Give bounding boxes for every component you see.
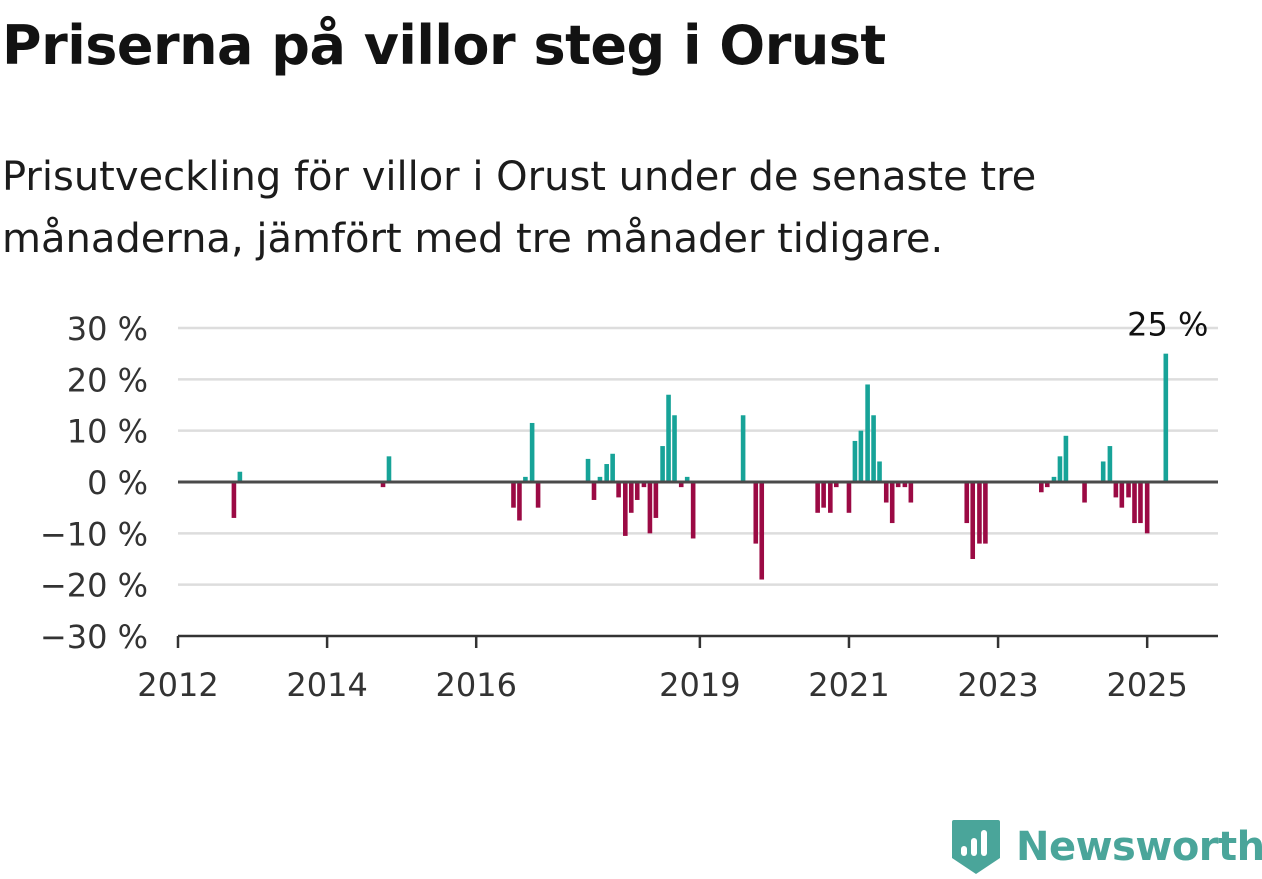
bar: [759, 482, 765, 580]
y-tick-label: 10 %: [67, 413, 148, 451]
bar: [231, 482, 237, 518]
bar: [883, 482, 889, 503]
bar: [616, 482, 621, 498]
bar: [858, 430, 864, 482]
bar: [517, 482, 522, 521]
y-tick-label: 20 %: [67, 361, 148, 399]
bar: [964, 482, 970, 524]
bar: [529, 422, 535, 482]
bar: [908, 482, 914, 503]
bar: [977, 482, 982, 544]
x-tick-label: 2023: [957, 666, 1038, 704]
grid-lines: [178, 326, 1218, 586]
bar: [604, 464, 609, 482]
bar: [1163, 353, 1169, 482]
bar: [1063, 435, 1069, 482]
brand-logo: Newsworthy: [950, 818, 1262, 876]
bar: [1051, 476, 1057, 482]
bar: [653, 482, 659, 518]
x-tick-label: 2014: [286, 666, 367, 704]
bar: [833, 482, 839, 488]
bar: [647, 482, 653, 534]
bar: [1057, 456, 1063, 482]
bar: [828, 482, 833, 513]
bar: [871, 415, 876, 482]
bar: [865, 384, 870, 482]
bar: [535, 482, 541, 508]
bar: [1132, 482, 1137, 524]
bar: [660, 446, 665, 482]
bar: [1126, 482, 1131, 498]
bar: [678, 482, 684, 488]
bar: [983, 482, 988, 544]
bar: [1113, 482, 1119, 498]
brand-name: Newsworthy: [1016, 824, 1262, 870]
bar: [852, 440, 858, 482]
bar: [511, 482, 516, 508]
x-tick-label: 2025: [1106, 666, 1187, 704]
bar: [815, 482, 820, 513]
bar: [846, 482, 852, 513]
value-annotation: 25 %: [1127, 306, 1208, 344]
bar-chart: 30 % 20 % 10 % 0 % −10 % −20 % −30 % 2012 2014 20…: [40, 306, 1218, 704]
bar: [1119, 482, 1125, 508]
bar: [591, 482, 597, 500]
bar: [1138, 482, 1143, 524]
newsworthy-logo-icon: [952, 820, 1000, 874]
tick-labels: 30 % 20 % 10 % 0 % −10 % −20 % −30 % 2012 2014 20…: [40, 306, 1209, 704]
bars: [231, 353, 1169, 580]
bar: [666, 394, 671, 482]
x-tick-label: 2021: [808, 666, 889, 704]
y-tick-label: −30 %: [40, 618, 148, 656]
chart-subtitle: Prisutveckling för villor i Orust under …: [2, 154, 1037, 262]
bar: [895, 482, 901, 488]
bar: [1100, 461, 1106, 482]
chart-title: Priserna på villor steg i Orust: [2, 14, 886, 77]
bar: [628, 482, 634, 513]
bar: [902, 482, 908, 488]
bar: [1039, 482, 1044, 493]
bar: [597, 476, 603, 482]
bar: [237, 471, 243, 482]
y-tick-label: −10 %: [40, 515, 148, 553]
bar: [672, 415, 677, 482]
x-tick-label: 2012: [137, 666, 218, 704]
bar: [380, 482, 386, 488]
x-tick-label: 2019: [659, 666, 740, 704]
bar: [585, 458, 591, 482]
bar: [1107, 446, 1113, 482]
bar: [740, 415, 746, 482]
bar: [1144, 482, 1150, 534]
y-tick-label: 30 %: [67, 310, 148, 348]
x-tick-label: 2016: [435, 666, 516, 704]
axes: [176, 480, 1218, 648]
bar: [610, 453, 615, 482]
bar: [753, 482, 759, 544]
bar: [1044, 482, 1050, 488]
bar: [684, 476, 690, 482]
y-tick-label: −20 %: [40, 567, 148, 605]
bar: [1082, 482, 1087, 503]
bar: [690, 482, 696, 539]
bar: [641, 482, 647, 488]
bar: [970, 482, 976, 559]
bar: [877, 461, 882, 482]
bar: [889, 482, 895, 524]
y-tick-label: 0 %: [87, 464, 148, 502]
bar: [623, 482, 628, 536]
bar: [821, 482, 826, 508]
bar: [634, 482, 640, 500]
bar: [386, 456, 392, 482]
bar: [523, 476, 528, 482]
